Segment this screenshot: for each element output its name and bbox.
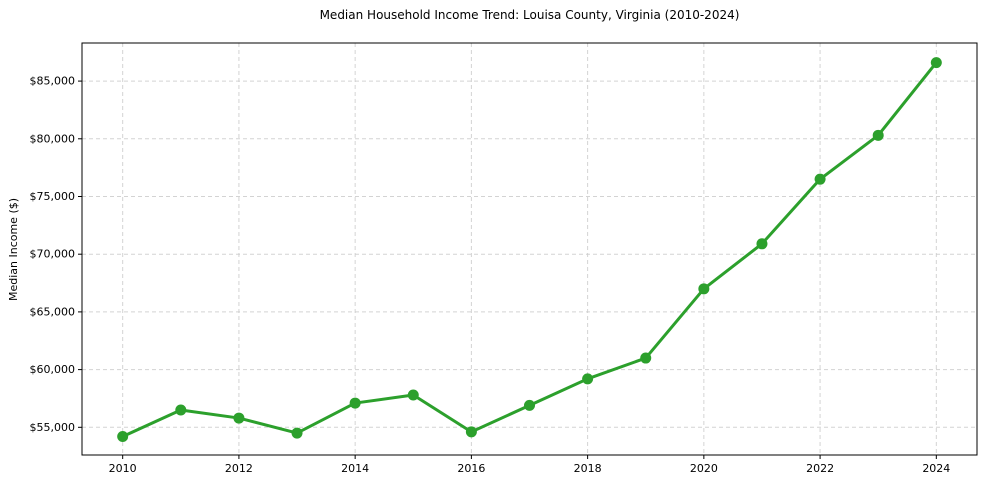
x-tick-label: 2012 — [225, 462, 253, 475]
y-tick-label: $55,000 — [30, 421, 76, 434]
data-point-2011 — [175, 404, 187, 416]
x-tick-label: 2024 — [922, 462, 950, 475]
data-point-2022 — [814, 173, 826, 185]
data-point-2016 — [465, 426, 477, 438]
y-tick-label: $70,000 — [30, 248, 76, 261]
x-tick-label: 2016 — [457, 462, 485, 475]
income-trend-line — [121, 61, 938, 439]
x-tick-label: 2020 — [690, 462, 718, 475]
x-tick-label: 2010 — [109, 462, 137, 475]
y-tick-label: $80,000 — [30, 132, 76, 145]
x-tick-label: 2022 — [806, 462, 834, 475]
data-point-2023 — [872, 129, 884, 141]
y-tick-label: $60,000 — [30, 363, 76, 376]
data-point-2014 — [349, 397, 361, 409]
data-point-2019 — [640, 352, 652, 364]
chart-title: Median Household Income Trend: Louisa Co… — [319, 8, 740, 22]
y-tick-label: $65,000 — [30, 305, 76, 318]
data-point-2018 — [582, 373, 594, 385]
data-point-2010 — [117, 431, 129, 443]
y-tick-label: $85,000 — [30, 75, 76, 88]
data-point-2012 — [233, 412, 245, 424]
y-axis-label: Median Income ($) — [7, 197, 21, 301]
data-point-2013 — [291, 427, 303, 439]
data-point-2015 — [407, 389, 419, 401]
y-axis-label-container: Median Income ($) — [0, 43, 28, 455]
x-tick-label: 2014 — [341, 462, 369, 475]
data-point-2024 — [930, 57, 942, 69]
data-point-2017 — [524, 399, 535, 411]
y-tick-label: $75,000 — [30, 190, 76, 203]
data-point-2021 — [756, 238, 768, 250]
x-tick-label: 2018 — [574, 462, 602, 475]
plot-border — [81, 42, 978, 456]
data-point-2020 — [698, 283, 710, 295]
